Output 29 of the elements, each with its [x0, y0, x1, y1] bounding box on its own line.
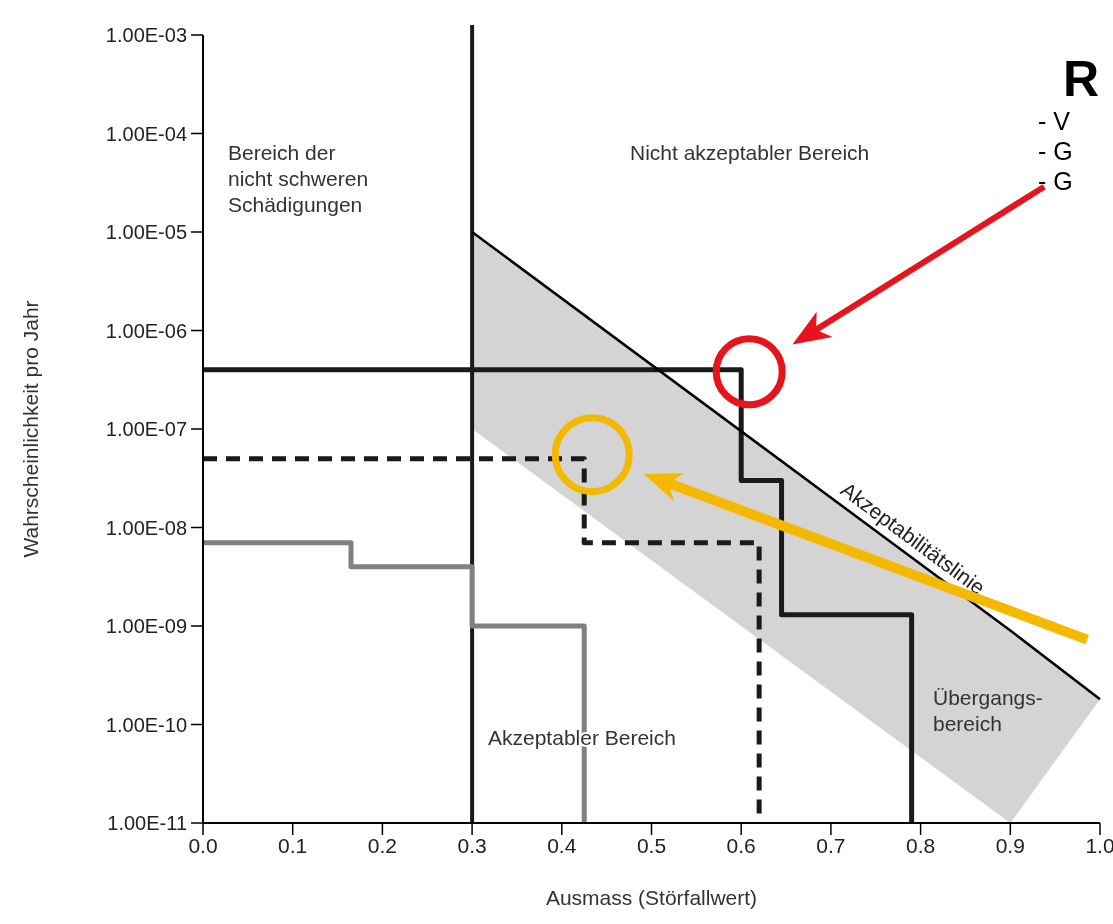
y-tick-label: 1.00E-09 — [105, 615, 187, 637]
x-tick-label: 0.0 — [188, 834, 218, 857]
x-tick-label: 0.2 — [367, 834, 397, 857]
annotation: - G — [1038, 137, 1073, 165]
x-tick-label: 0.7 — [816, 834, 846, 857]
y-tick-label: 1.00E-06 — [105, 319, 187, 342]
annotation: - G — [1038, 167, 1073, 195]
x-tick-label: 0.8 — [906, 834, 936, 857]
annotation: Übergangs- bereich — [933, 686, 1043, 735]
y-tick-label: 1.00E-07 — [105, 418, 187, 440]
x-tick-label: 0.5 — [636, 834, 667, 857]
y-tick-label: 1.00E-11 — [107, 812, 187, 834]
annotation: - V — [1038, 107, 1071, 135]
x-tick-label: 0.6 — [726, 834, 756, 857]
y-tick-label: 1.00E-03 — [105, 24, 187, 46]
x-tick-label: 0.4 — [547, 834, 577, 857]
x-axis-title: Ausmass (Störfallwert) — [545, 886, 758, 909]
y-tick-label: 1.00E-10 — [105, 713, 187, 736]
y-axis-title: Wahrscheinlichkeit pro Jahr — [19, 300, 42, 558]
x-tick-label: 0.3 — [457, 834, 487, 857]
x-tick-label: 0.9 — [995, 834, 1025, 857]
annotation: Bereich der nicht schweren Schädigungen — [228, 141, 369, 216]
x-tick-label: 1.0 — [1085, 834, 1113, 857]
y-tick-label: 1.00E-04 — [105, 122, 187, 145]
annotation: R — [1063, 51, 1100, 107]
annotation: Nicht akzeptabler Bereich — [630, 141, 870, 164]
x-tick-label: 0.1 — [278, 834, 308, 857]
y-tick-label: 1.00E-05 — [105, 221, 187, 243]
y-tick-label: 1.00E-08 — [105, 516, 187, 539]
